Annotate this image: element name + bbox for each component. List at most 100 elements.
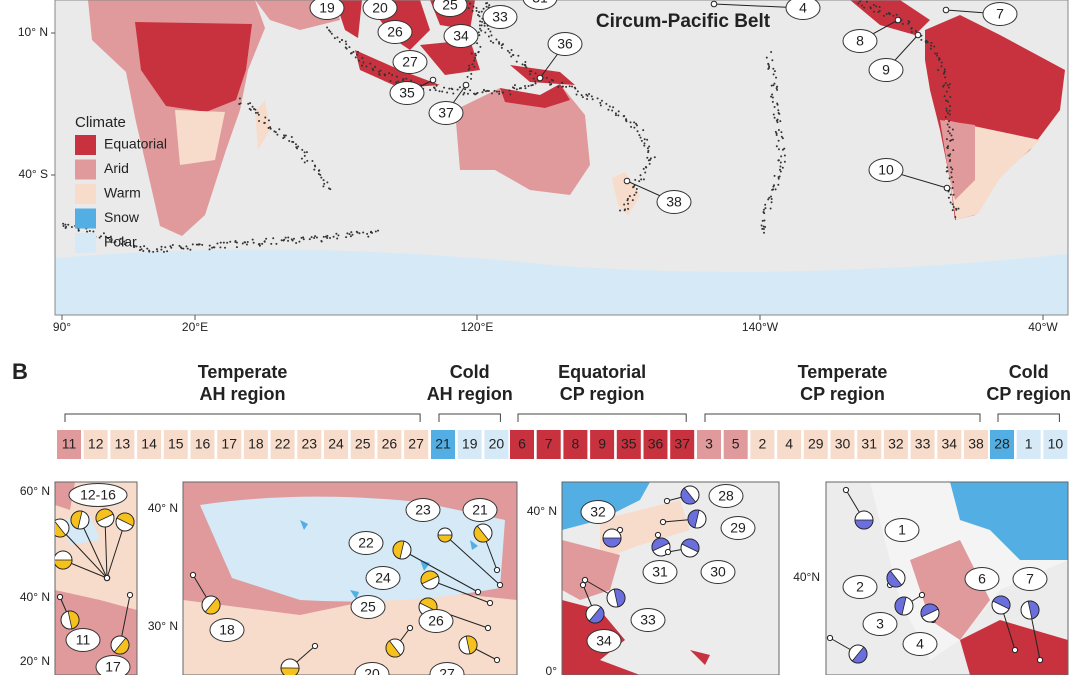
earthquake-dot: [143, 245, 146, 248]
legend-label: Arid: [104, 160, 129, 176]
earthquake-dot: [772, 113, 775, 116]
earthquake-dot: [345, 43, 348, 46]
earthquake-dot: [313, 237, 316, 240]
earthquake-dot: [945, 107, 948, 110]
earthquake-dot: [611, 109, 614, 112]
earthquake-dot: [302, 238, 305, 241]
earthquake-dot: [776, 88, 779, 91]
earthquake-dot: [771, 188, 774, 191]
earthquake-dot: [191, 243, 194, 246]
legend-label: Polar: [104, 234, 137, 250]
site-box: [110, 430, 135, 459]
earthquake-dot: [369, 62, 372, 65]
earthquake-dot: [474, 93, 477, 96]
group-title: Temperate: [198, 362, 288, 382]
earthquake-dot: [859, 0, 862, 3]
earthquake-dot: [471, 63, 474, 66]
group-title: Temperate: [798, 362, 888, 382]
earthquake-dot: [405, 77, 408, 80]
earthquake-dot: [910, 31, 913, 34]
earthquake-dot: [872, 3, 875, 6]
focal-compression: [204, 597, 221, 615]
connector: [59, 527, 108, 579]
earthquake-dot: [352, 50, 355, 53]
site-box: [750, 430, 775, 459]
longitude-label: 20°E: [182, 320, 208, 334]
earthquake-dot: [545, 76, 548, 79]
focal-compression: [894, 596, 907, 616]
earthquake-dot: [213, 246, 216, 249]
earthquake-dot: [775, 76, 778, 79]
earthquake-dot: [292, 140, 295, 143]
earthquake-dot: [470, 77, 473, 80]
label-bubble: [429, 662, 465, 675]
earthquake-dot: [480, 10, 483, 13]
earthquake-dot: [498, 90, 501, 93]
region: [60, 515, 100, 545]
site-label: 17: [105, 659, 121, 675]
earthquake-dot: [487, 28, 490, 31]
earthquake-dot: [356, 50, 359, 53]
earthquake-dot: [775, 119, 778, 122]
earthquake-dot: [319, 173, 322, 176]
earthquake-dot: [263, 240, 266, 243]
earthquake-dot: [164, 246, 167, 249]
site-box: [777, 430, 802, 459]
earthquake-dot: [498, 42, 501, 45]
earthquake-dot: [169, 245, 172, 248]
earthquake-dot: [930, 41, 933, 44]
label-bubble: [428, 101, 464, 125]
earthquake-dot: [763, 212, 766, 215]
earthquake-dot: [485, 5, 488, 8]
site-label: 31: [532, 0, 548, 6]
earthquake-dot: [565, 85, 568, 88]
site-point: [56, 593, 64, 601]
earthquake-dot: [639, 174, 642, 177]
earthquake-dot: [944, 76, 947, 79]
earthquake-dot: [303, 154, 306, 157]
earthquake-dot: [378, 73, 381, 76]
earthquake-dot: [763, 231, 766, 234]
latitude-label: 30° N: [148, 619, 178, 633]
region: [950, 482, 1068, 560]
earthquake-dot: [947, 100, 950, 103]
earthquake-dot: [947, 130, 950, 133]
earthquake-dot: [160, 248, 163, 251]
label-bubble: [700, 560, 736, 584]
earthquake-dot: [910, 27, 913, 30]
site-box-label: 29: [808, 436, 824, 452]
earthquake-dot: [955, 208, 958, 211]
earthquake-dot: [488, 4, 491, 7]
earthquake-dot: [643, 138, 646, 141]
earthquake-dot: [645, 166, 648, 169]
site-label: 20: [364, 666, 380, 675]
site-box: [217, 430, 242, 459]
earthquake-dot: [490, 34, 493, 37]
earthquake-dot: [148, 249, 151, 252]
earthquake-dot: [626, 199, 629, 202]
legend-label: Warm: [104, 185, 141, 201]
earthquake-dot: [234, 240, 237, 243]
earthquake-dot: [506, 49, 509, 52]
earthquake-dot: [612, 106, 615, 109]
connector: [429, 579, 491, 604]
site-label: 28: [718, 488, 734, 504]
connector: [79, 519, 108, 579]
earthquake-dot: [945, 109, 948, 112]
earthquake-dot: [561, 85, 564, 88]
earthquake-dot: [635, 124, 638, 127]
earthquake-dot: [777, 129, 780, 132]
legend-swatch: [75, 233, 96, 253]
earthquake-dot: [762, 208, 765, 211]
earthquake-dot: [857, 2, 860, 5]
earthquake-dot: [243, 241, 246, 244]
group-title: AH region: [200, 384, 286, 404]
earthquake-dot: [348, 46, 351, 49]
earthquake-dot: [479, 45, 482, 48]
earthquake-dot: [773, 70, 776, 73]
group-bracket: [704, 413, 981, 422]
earthquake-dot: [336, 36, 339, 39]
site-label: 10: [878, 162, 894, 178]
earthquake-dot: [780, 155, 783, 158]
